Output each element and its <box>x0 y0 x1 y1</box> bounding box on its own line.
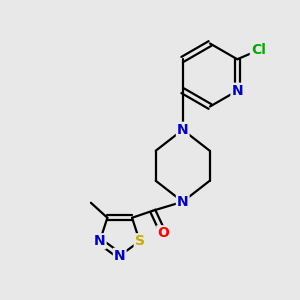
Text: Cl: Cl <box>251 43 266 57</box>
Text: O: O <box>157 226 169 240</box>
Text: N: N <box>114 249 125 263</box>
Text: N: N <box>94 234 106 248</box>
Text: N: N <box>177 195 188 209</box>
Text: N: N <box>232 84 243 98</box>
Text: N: N <box>177 123 188 137</box>
Text: S: S <box>135 234 145 248</box>
